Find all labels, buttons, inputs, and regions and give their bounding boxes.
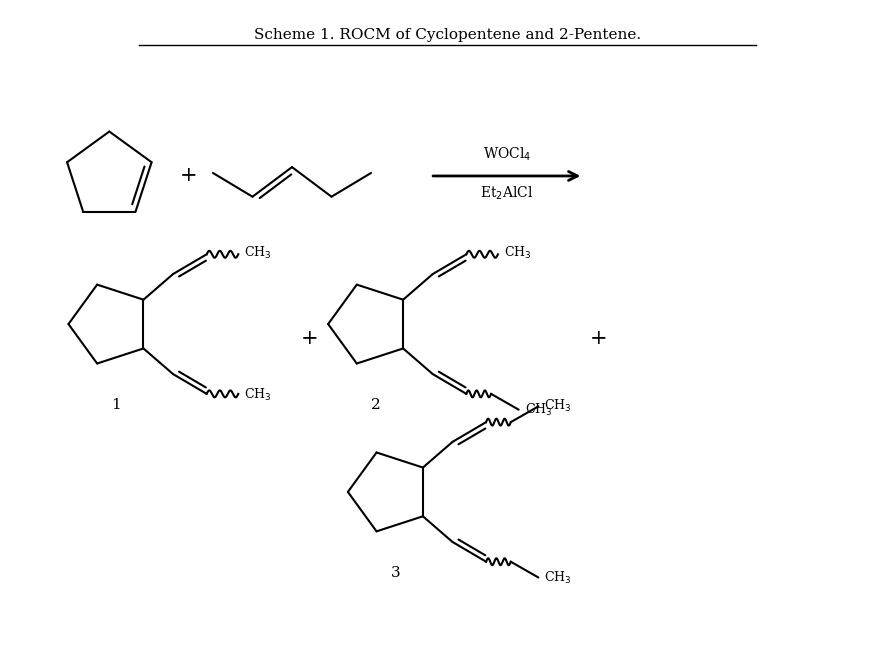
Text: CH$_3$: CH$_3$ xyxy=(524,401,552,418)
Text: 1: 1 xyxy=(111,398,121,412)
Text: CH$_3$: CH$_3$ xyxy=(545,569,572,586)
Text: 3: 3 xyxy=(391,566,401,580)
Text: CH$_3$: CH$_3$ xyxy=(245,387,271,403)
Text: +: + xyxy=(179,167,197,185)
Text: CH$_3$: CH$_3$ xyxy=(504,245,531,262)
Text: 2: 2 xyxy=(371,398,381,412)
Text: Scheme 1. ROCM of Cyclopentene and 2-Pentene.: Scheme 1. ROCM of Cyclopentene and 2-Pen… xyxy=(254,28,642,42)
Text: +: + xyxy=(590,330,607,349)
Text: CH$_3$: CH$_3$ xyxy=(245,245,271,262)
Text: +: + xyxy=(301,330,319,349)
Text: CH$_3$: CH$_3$ xyxy=(545,398,572,415)
Text: Et$_2$AlCl: Et$_2$AlCl xyxy=(480,185,533,202)
Text: WOCl$_4$: WOCl$_4$ xyxy=(483,146,531,163)
